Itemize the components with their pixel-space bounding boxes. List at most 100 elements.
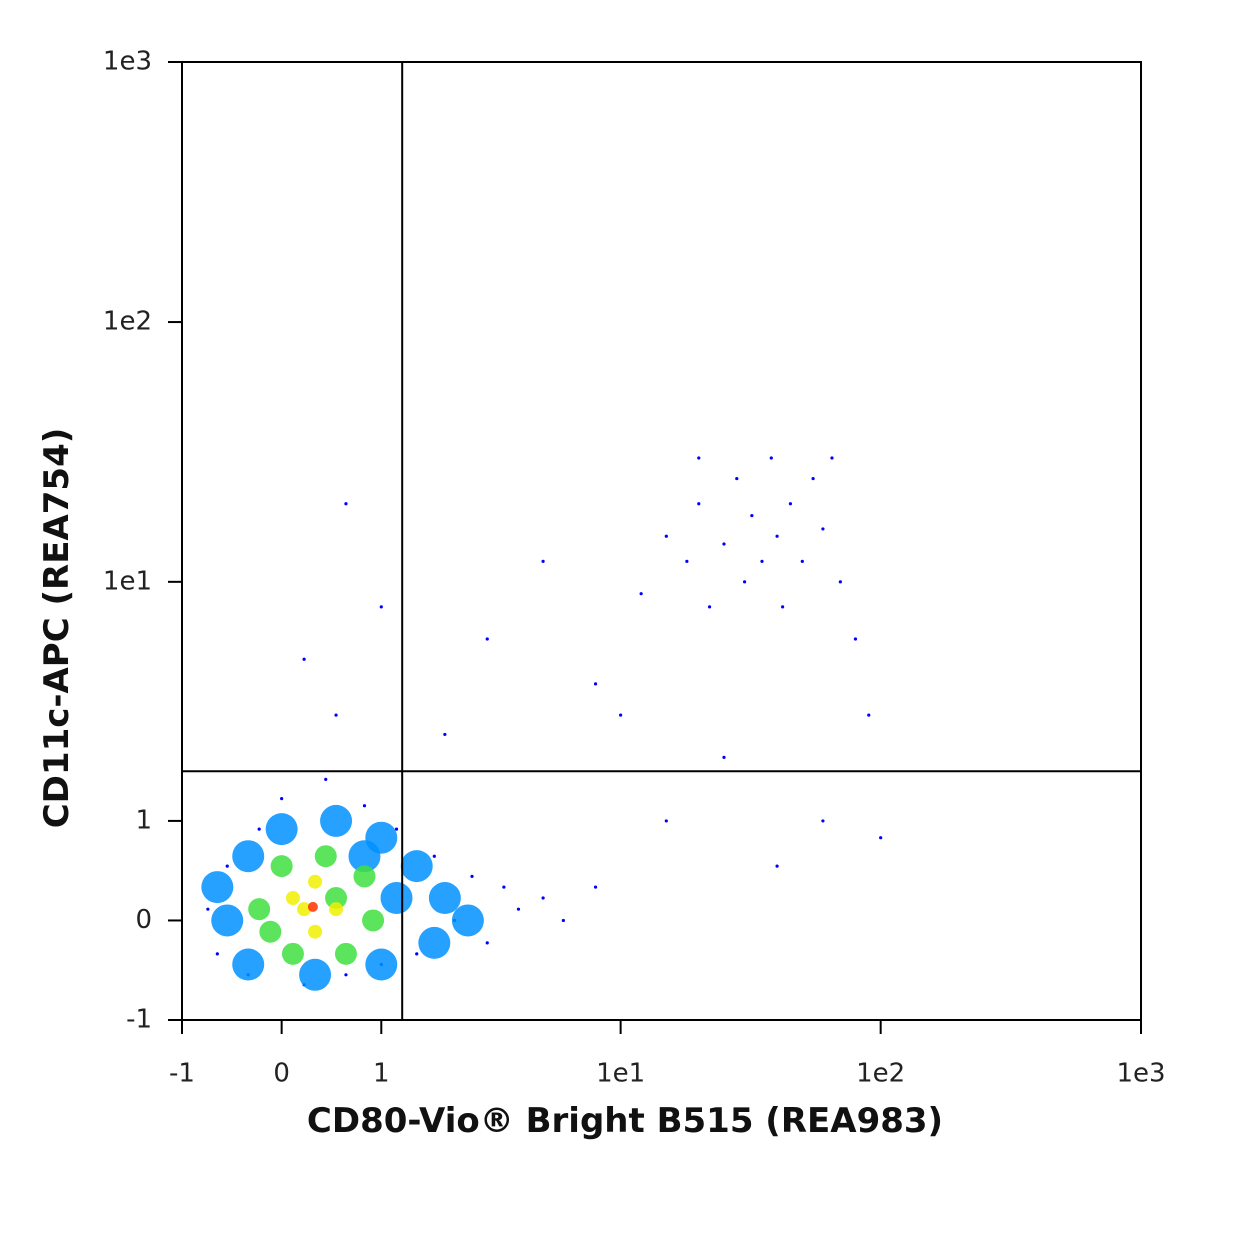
plot-frame xyxy=(181,61,1142,1021)
data-point xyxy=(348,840,381,873)
data-point xyxy=(428,882,461,915)
data-point xyxy=(735,476,739,481)
data-point xyxy=(541,559,545,563)
data-point xyxy=(265,813,298,846)
data-point xyxy=(485,941,489,945)
data-point xyxy=(838,580,842,584)
y-tick-label: -1 xyxy=(126,1005,152,1035)
data-point xyxy=(259,920,282,943)
data-point xyxy=(206,907,210,911)
data-point xyxy=(415,952,419,956)
data-point xyxy=(697,456,701,460)
data-point xyxy=(418,926,451,959)
data-point xyxy=(443,732,447,737)
data-point xyxy=(697,502,701,506)
data-point xyxy=(211,904,244,937)
data-point xyxy=(297,902,312,917)
data-point xyxy=(215,952,219,956)
data-point xyxy=(800,559,804,563)
data-point xyxy=(307,901,318,912)
y-tick-label: 0 xyxy=(135,905,152,935)
data-point xyxy=(781,605,785,609)
data-point xyxy=(299,958,332,991)
y-tick-label: 1e1 xyxy=(103,566,152,596)
data-point xyxy=(380,882,413,915)
y-axis-title: CD11c-APC (REA754) xyxy=(37,428,77,829)
data-point xyxy=(201,871,234,904)
data-point xyxy=(879,836,883,840)
data-point xyxy=(225,864,229,868)
data-point xyxy=(561,918,565,923)
data-point xyxy=(593,682,598,686)
x-tick-label: 1e2 xyxy=(856,1059,905,1089)
x-tick-label: 0 xyxy=(273,1059,290,1089)
y-tick-label: 1e2 xyxy=(103,307,152,337)
data-point xyxy=(362,804,367,808)
data-point xyxy=(830,456,834,460)
data-point xyxy=(353,865,376,888)
data-point xyxy=(593,885,598,889)
data-point xyxy=(314,845,337,868)
x-tick-label: 1e3 xyxy=(1116,1059,1165,1089)
data-point xyxy=(280,797,284,801)
data-point xyxy=(232,948,265,981)
data-point xyxy=(811,476,815,481)
data-point xyxy=(334,942,357,965)
data-point xyxy=(769,456,773,460)
data-point xyxy=(760,559,764,563)
y-tick-label: 1e3 xyxy=(103,47,152,77)
data-point xyxy=(750,514,754,518)
x-tick-label: -1 xyxy=(169,1059,195,1089)
data-point xyxy=(325,887,348,910)
data-point xyxy=(270,855,293,878)
data-point xyxy=(308,924,323,939)
data-point xyxy=(516,907,521,911)
data-point xyxy=(742,580,747,584)
data-point xyxy=(485,637,489,641)
data-point xyxy=(248,898,271,921)
data-point xyxy=(334,713,338,717)
data-point xyxy=(707,605,712,609)
data-point xyxy=(400,850,433,883)
x-tick-label: 1e1 xyxy=(596,1059,645,1089)
data-point xyxy=(867,713,871,717)
data-point xyxy=(775,534,779,538)
data-point xyxy=(541,896,545,900)
data-point xyxy=(302,657,306,661)
data-point xyxy=(685,559,689,563)
data-point xyxy=(232,840,265,873)
data-point xyxy=(722,755,726,760)
data-point xyxy=(432,854,436,858)
data-point xyxy=(639,592,643,596)
data-point xyxy=(344,502,348,506)
y-tick-label: 1 xyxy=(135,805,152,835)
data-point xyxy=(821,527,825,531)
data-point xyxy=(853,637,858,641)
data-point xyxy=(324,777,328,781)
data-point xyxy=(362,909,385,932)
data-point xyxy=(451,904,484,937)
x-axis-title: CD80-Vio® Bright B515 (REA983) xyxy=(307,1101,943,1141)
data-point xyxy=(502,885,506,889)
data-point xyxy=(257,827,261,831)
data-point xyxy=(344,973,348,977)
data-point xyxy=(394,827,399,831)
data-point xyxy=(365,948,398,981)
data-point xyxy=(281,942,304,965)
data-point xyxy=(664,534,668,538)
data-point xyxy=(379,605,383,609)
data-point xyxy=(664,819,668,823)
data-point xyxy=(722,542,726,546)
x-tick-label: 1 xyxy=(373,1059,390,1089)
data-point xyxy=(285,891,300,906)
data-point xyxy=(329,902,344,917)
data-point xyxy=(788,502,793,506)
data-point xyxy=(821,819,825,823)
data-point xyxy=(308,874,323,889)
data-point xyxy=(470,874,474,879)
data-point xyxy=(775,864,779,868)
data-point xyxy=(320,804,353,837)
data-point xyxy=(619,713,623,717)
